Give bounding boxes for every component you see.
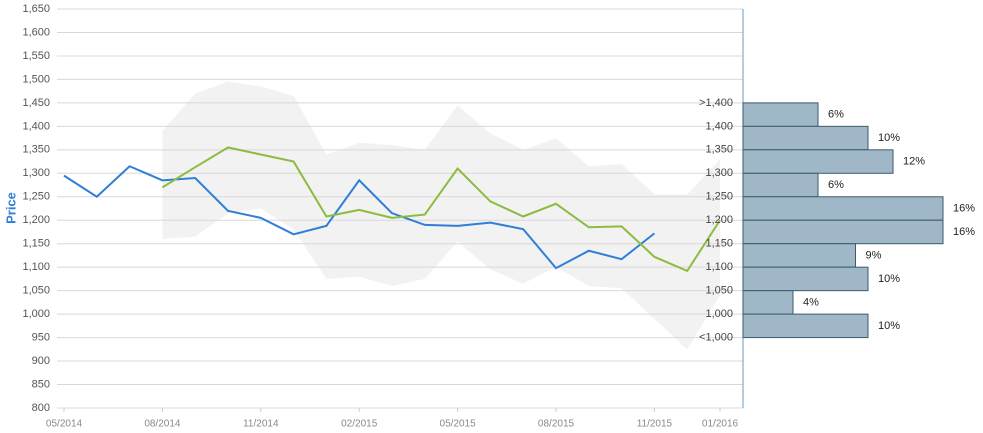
x-tick-label: 08/2014 xyxy=(144,419,181,430)
y-tick-label: 1,000 xyxy=(22,308,50,320)
range-band xyxy=(162,81,720,350)
y-tick-label: 1,600 xyxy=(22,26,50,38)
histogram-bar xyxy=(742,149,894,174)
series-line xyxy=(63,165,656,270)
x-tick-label: 01/2016 xyxy=(702,419,739,430)
histogram-bin-label: 1,400 xyxy=(705,120,733,132)
histogram-value-label: 9% xyxy=(866,249,882,261)
y-tick-label: 1,150 xyxy=(22,238,50,250)
y-tick-label: 1,300 xyxy=(22,167,50,179)
y-tick-label: 1,400 xyxy=(22,120,50,132)
histogram-value-label: 10% xyxy=(878,320,900,332)
y-tick-label: 900 xyxy=(32,355,50,367)
histogram-bin-label: 1,050 xyxy=(705,285,733,297)
y-tick-label: 800 xyxy=(32,402,50,414)
histogram-value-label: 16% xyxy=(953,202,975,214)
y-tick-label: 1,200 xyxy=(22,214,50,226)
histogram-bin-label: <1,000 xyxy=(699,331,733,343)
y-tick-label: 1,050 xyxy=(22,285,50,297)
histogram-value-label: 16% xyxy=(953,226,975,238)
histogram-bin-label: 1,350 xyxy=(705,144,733,156)
histogram-bar xyxy=(742,125,869,151)
y-tick-label: 1,500 xyxy=(22,73,50,85)
histogram-bar xyxy=(742,313,869,339)
y-tick-label: 850 xyxy=(32,378,50,390)
histogram-bar xyxy=(742,102,819,127)
y-tick-label: 1,650 xyxy=(22,3,50,15)
x-tick-label: 05/2015 xyxy=(440,419,477,430)
y-tick-label: 1,250 xyxy=(22,191,50,203)
histogram-bin-label: 1,150 xyxy=(705,238,733,250)
histogram-bar xyxy=(742,243,856,268)
histogram-value-label: 4% xyxy=(803,296,819,308)
histogram-value-label: 10% xyxy=(878,132,900,144)
histogram-bin-label: 1,200 xyxy=(705,214,733,226)
histogram-bar xyxy=(742,266,869,292)
series-line xyxy=(161,146,721,273)
histogram-bin-label: 1,300 xyxy=(705,167,733,179)
histogram-bar xyxy=(742,196,944,221)
x-tick-label: 11/2015 xyxy=(637,419,673,430)
histogram-bin-label: >1,400 xyxy=(699,97,733,109)
x-tick-label: 02/2015 xyxy=(341,419,378,430)
histogram-value-label: 6% xyxy=(828,179,844,191)
y-axis-label: Price xyxy=(3,192,18,224)
y-tick-label: 1,350 xyxy=(22,144,50,156)
histogram-bin-label: 1,100 xyxy=(705,261,733,273)
histogram-bin-label: 1,250 xyxy=(705,191,733,203)
y-tick-label: 1,550 xyxy=(22,50,50,62)
y-tick-label: 950 xyxy=(32,331,50,343)
histogram-bar xyxy=(742,290,794,315)
histogram-value-label: 10% xyxy=(878,273,900,285)
histogram-value-label: 12% xyxy=(903,155,925,167)
x-tick-label: 05/2014 xyxy=(46,419,83,430)
histogram-bar xyxy=(742,219,944,245)
y-tick-label: 1,450 xyxy=(22,97,50,109)
x-tick-label: 11/2014 xyxy=(243,419,279,430)
y-tick-label: 1,100 xyxy=(22,261,50,273)
histogram-bin-label: 1,000 xyxy=(705,308,733,320)
x-tick-label: 08/2015 xyxy=(538,419,575,430)
histogram-value-label: 6% xyxy=(828,109,844,121)
histogram-bar xyxy=(742,172,819,198)
